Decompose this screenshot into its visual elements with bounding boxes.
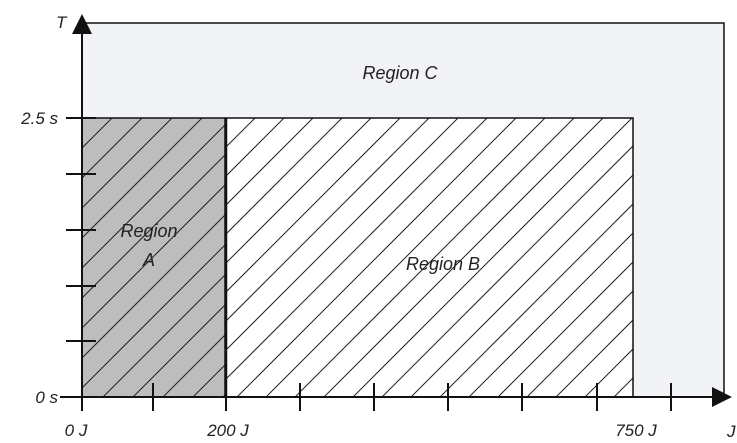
x-tick-label-end: 750 J <box>615 421 657 440</box>
hatch-line <box>730 118 737 397</box>
region-a-label-line1: Region <box>120 221 177 241</box>
region-b-label: Region B <box>406 254 480 274</box>
x-tick-label-mid: 200 J <box>206 421 249 440</box>
y-tick-label-top: 2.5 s <box>20 109 58 128</box>
hatch-line <box>0 118 82 397</box>
region-c-label: Region C <box>362 63 438 83</box>
x-axis-label: J <box>726 422 736 441</box>
region-a-label-line2: A <box>142 250 155 270</box>
y-axis-label: T <box>56 13 68 32</box>
y-tick-label-bottom: 0 s <box>35 388 58 407</box>
x-tick-label-start: 0 J <box>65 421 88 440</box>
